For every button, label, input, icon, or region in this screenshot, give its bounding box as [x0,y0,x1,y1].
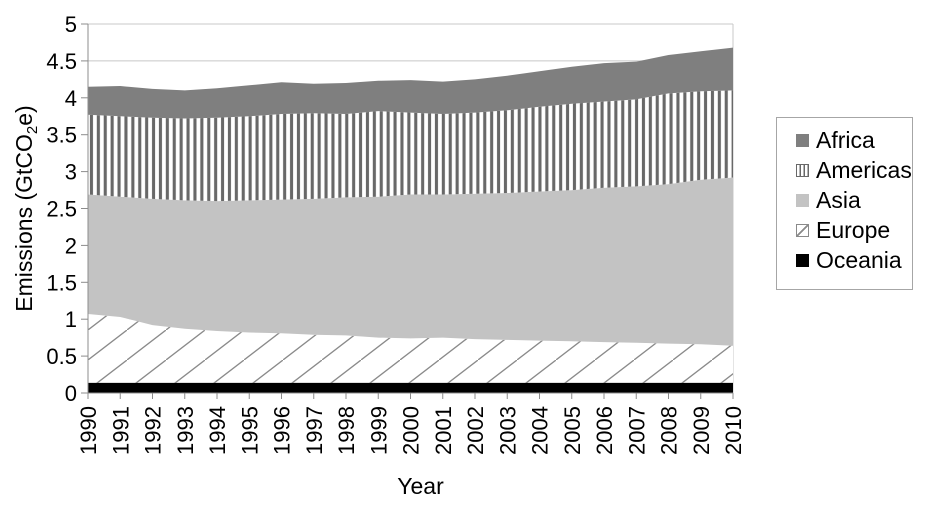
legend-swatch-europe-icon [796,223,809,237]
y-tick-label: 0.5 [46,344,77,369]
y-axis-title-main: Emissions (GtCO [11,134,37,312]
x-tick-label: 2008 [657,406,682,455]
x-tick-label: 1994 [205,406,230,455]
y-axis-title-subscript: 2 [24,126,41,134]
x-tick-label: 1991 [108,406,133,455]
y-tick-label: 5 [65,12,77,37]
y-tick-label: 3.5 [46,123,77,148]
y-tick-label: 3 [65,160,77,185]
y-axis-title: Emissions (GtCO2e) [11,105,41,311]
y-axis-title-tail: e) [11,105,37,125]
x-tick-label: 2002 [463,406,488,455]
x-tick-label: 2003 [495,406,520,455]
area-oceania [88,382,733,393]
legend-item-oceania: Oceania [777,245,912,275]
x-tick-label: 1992 [141,406,166,455]
chart-legend: Africa Americas Asia Europe Oceania [776,117,913,290]
legend-label-africa: Africa [816,126,875,153]
x-tick-label: 1997 [302,406,327,455]
legend-item-africa: Africa [777,125,912,155]
legend-label-europe: Europe [816,216,891,243]
axes [81,23,734,399]
legend-swatch-asia-icon [796,193,809,207]
legend-label-oceania: Oceania [816,246,902,273]
x-axis-title: Year [397,473,444,499]
x-tick-label: 2001 [431,406,456,455]
legend-swatch-africa-icon [796,133,809,147]
legend-swatch-americas-icon [796,163,809,177]
y-tick-label: 4.5 [46,49,77,74]
legend-item-americas: Americas [777,155,912,185]
y-tick-label: 2.5 [46,197,77,222]
x-tick-label: 2010 [721,406,746,455]
y-tick-label: 1.5 [46,270,77,295]
y-tick-label: 4 [65,86,77,111]
x-tick-label: 1998 [334,406,359,455]
x-tick-label: 2006 [592,406,617,455]
x-tick-label: 2009 [689,406,714,455]
x-tick-label: 2005 [560,406,585,455]
x-tick-label: 1990 [76,406,101,455]
x-tick-label: 2000 [399,406,424,455]
area-africa [88,47,733,119]
legend-label-asia: Asia [816,186,861,213]
x-tick-label: 1993 [173,406,198,455]
x-tick-label: 1999 [366,406,391,455]
legend-label-americas: Americas [816,156,912,183]
x-tick-label: 1995 [237,406,262,455]
x-tick-label: 2004 [528,406,553,455]
y-tick-label: 0 [65,381,77,406]
area-asia [88,177,733,346]
area-americas [88,90,733,202]
y-tick-label: 1 [65,307,77,332]
area-europe [88,314,733,383]
x-tick-label: 2007 [624,406,649,455]
stacked-areas [88,47,733,393]
legend-item-asia: Asia [777,185,912,215]
x-tick-label: 1996 [270,406,295,455]
axis-labels: 0 0.5 1 1.5 2 2.5 3 3.5 4 4.5 5 1990 1991 1992 1993 199… [11,12,746,499]
y-tick-label: 2 [65,233,77,258]
legend-swatch-oceania-icon [796,253,809,267]
legend-item-europe: Europe [777,215,912,245]
